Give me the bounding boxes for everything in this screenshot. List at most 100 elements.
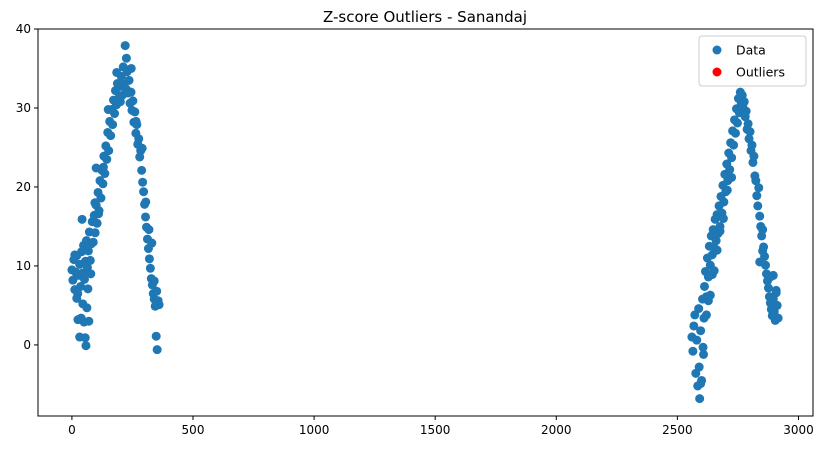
data-point: [154, 300, 164, 310]
data-point: [711, 236, 721, 246]
data-point: [84, 316, 94, 326]
legend-marker: [712, 67, 722, 77]
data-point: [696, 379, 706, 389]
data-point: [72, 293, 82, 303]
data-point: [729, 140, 739, 150]
data-point: [108, 120, 118, 130]
data-point: [92, 218, 102, 228]
legend: Data Outliers: [698, 35, 807, 87]
data-point: [77, 214, 87, 224]
x-axis: 0 500 1000 1500 2000 2500 3000: [68, 416, 814, 437]
data-point: [134, 134, 144, 144]
data-point: [88, 237, 98, 247]
data-point: [696, 326, 706, 336]
data-point: [102, 154, 112, 164]
data-point: [86, 269, 96, 279]
data-point: [773, 313, 783, 323]
data-point: [149, 276, 159, 286]
data-point: [688, 346, 698, 356]
data-point: [81, 341, 91, 351]
x-tick-label: 0: [68, 423, 76, 437]
data-point: [144, 225, 154, 235]
data-point: [126, 87, 136, 97]
data-point: [732, 118, 742, 128]
data-point: [120, 41, 130, 51]
data-point: [771, 285, 781, 295]
data-point: [752, 191, 762, 201]
data-point: [727, 153, 737, 163]
data-point: [103, 105, 113, 115]
x-tick-label: 2000: [541, 423, 572, 437]
data-point: [755, 257, 765, 267]
data-point: [91, 163, 101, 173]
data-point: [755, 211, 765, 221]
data-point: [80, 274, 89, 284]
data-point: [722, 185, 732, 195]
data-point: [700, 281, 709, 291]
x-tick-label: 2500: [662, 423, 693, 437]
y-tick-label: 30: [16, 101, 31, 115]
data-point: [141, 212, 151, 222]
data-point: [137, 165, 147, 175]
y-tick-label: 40: [16, 22, 31, 36]
data-point: [758, 225, 768, 235]
data-point: [141, 197, 151, 207]
data-point: [738, 101, 748, 111]
data-point: [147, 238, 157, 248]
legend-marker: [712, 45, 722, 55]
y-axis: 0 10 20 30 40: [16, 22, 38, 352]
data-point: [131, 116, 141, 126]
data-point: [145, 263, 155, 273]
data-point: [126, 63, 136, 73]
data-point: [137, 143, 147, 153]
plot-frame: [37, 28, 814, 417]
legend-label: Outliers: [736, 65, 785, 80]
data-point: [715, 226, 725, 236]
data-point: [763, 283, 773, 293]
data-point: [90, 228, 100, 238]
data-point: [106, 131, 116, 141]
data-point: [699, 349, 709, 359]
legend-box: [698, 35, 807, 87]
data-point: [753, 201, 763, 211]
data-point: [712, 245, 722, 255]
data-point: [749, 151, 759, 161]
legend-label: Data: [736, 43, 766, 58]
data-point: [124, 75, 134, 85]
data-point: [83, 284, 93, 294]
data-point: [694, 304, 704, 314]
data-point: [725, 165, 735, 175]
y-tick-label: 10: [16, 259, 31, 273]
data-point: [719, 197, 729, 207]
data-point: [98, 162, 108, 172]
x-tick-label: 500: [182, 423, 205, 437]
data-point: [76, 281, 86, 291]
x-tick-label: 1000: [299, 423, 330, 437]
data-point: [695, 394, 705, 404]
data-point: [80, 333, 90, 343]
data-point: [96, 193, 106, 203]
data-point: [751, 176, 761, 186]
x-tick-label: 1500: [420, 423, 451, 437]
x-tick-label: 3000: [783, 423, 814, 437]
data-point: [90, 198, 100, 208]
data-point: [705, 290, 715, 300]
data-point: [699, 313, 709, 323]
data-point: [138, 177, 148, 187]
data-point: [151, 331, 161, 341]
data-point: [727, 172, 737, 182]
data-point: [152, 286, 162, 296]
data-point: [121, 53, 131, 63]
scatter-points: [67, 41, 783, 404]
y-tick-label: 20: [16, 180, 31, 194]
data-point: [692, 335, 702, 345]
data-point: [85, 255, 95, 265]
data-point: [94, 209, 104, 219]
chart-title: Z-score Outliers - Sanandaj: [323, 8, 527, 26]
data-point: [128, 96, 138, 106]
data-point: [152, 345, 162, 355]
data-point: [758, 246, 768, 256]
data-point: [747, 140, 757, 150]
